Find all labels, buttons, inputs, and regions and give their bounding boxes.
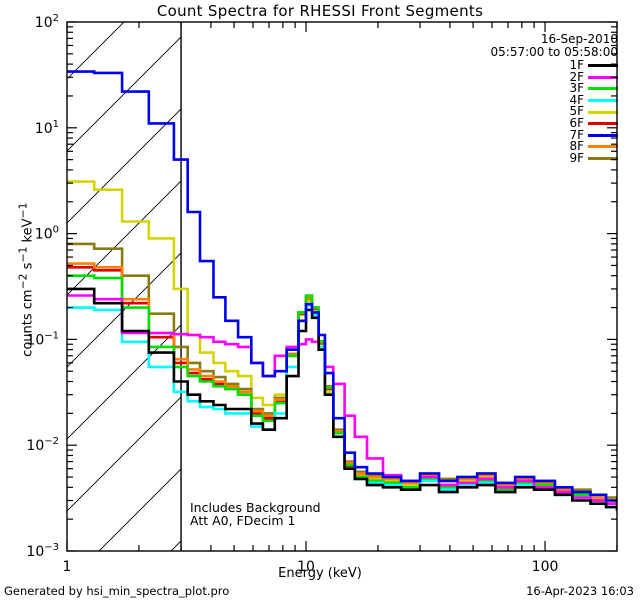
legend-label: 2F xyxy=(569,69,584,84)
series-7f xyxy=(67,70,617,504)
x-tick-label: 1 xyxy=(63,559,72,575)
observation-time-range: 05:57:00 to 05:58:00 xyxy=(490,45,618,59)
plot-frame xyxy=(66,21,618,552)
legend-swatch xyxy=(588,64,618,68)
legend-label: 9F xyxy=(569,150,584,165)
x-tick-label: 100 xyxy=(532,559,559,575)
hatched-region xyxy=(67,22,182,551)
legend-swatch xyxy=(588,99,618,103)
legend-label: 5F xyxy=(569,104,584,119)
y-tick-label: 101 xyxy=(35,119,59,137)
series-3f xyxy=(67,274,617,508)
legend-label: 6F xyxy=(569,115,584,130)
page-title: Count Spectra for RHESSI Front Segments xyxy=(156,2,484,20)
legend-item-3f: 3F xyxy=(556,81,618,96)
annotation-line-2: Att A0, FDecim 1 xyxy=(190,513,296,528)
legend-item-4f: 4F xyxy=(556,92,618,107)
axis-ticks xyxy=(66,21,618,552)
series-9f xyxy=(67,242,617,501)
legend-label: 4F xyxy=(569,92,584,107)
legend-item-8f: 8F xyxy=(556,139,618,154)
footer-timestamp: 16-Apr-2023 16:03 xyxy=(526,584,634,598)
y-tick-label: 10−3 xyxy=(26,542,59,560)
legend-swatch xyxy=(588,133,618,137)
annotation-line-1: Includes Background xyxy=(190,500,321,515)
x-tick-labels: 1 10 100 xyxy=(63,559,559,575)
legend-swatch xyxy=(588,122,618,126)
legend-swatch xyxy=(588,145,618,149)
legend-swatch xyxy=(588,87,618,91)
legend-item-2f: 2F xyxy=(556,69,618,84)
legend-item-1f: 1F xyxy=(556,58,618,72)
x-tick-label: 10 xyxy=(297,559,315,575)
legend-item-9f: 9F xyxy=(556,150,618,165)
legend-label: 7F xyxy=(569,127,584,142)
y-tick-label: 10−1 xyxy=(26,330,59,348)
y-tick-label: 102 xyxy=(35,13,59,31)
legend-item-6f: 6F xyxy=(556,115,618,130)
series-2f xyxy=(67,294,617,508)
x-axis-label: Energy (keV) xyxy=(278,566,362,581)
legend-item-7f: 7F xyxy=(556,127,618,142)
series-group xyxy=(67,70,617,511)
legend-label: 8F xyxy=(569,139,584,154)
series-1f xyxy=(67,287,617,511)
legend-label: 1F xyxy=(569,58,584,72)
legend-item-5f: 5F xyxy=(556,106,618,118)
hatch-lines xyxy=(67,22,182,551)
legend: 1F 2F 3F 4F 5F 6F 7F 8F 9F xyxy=(556,58,618,165)
y-tick-labels: 10−3 10−2 10−1 100 101 102 xyxy=(26,13,59,560)
legend-swatch xyxy=(588,75,618,79)
footer-generator: Generated by hsi_min_spectra_plot.pro xyxy=(4,584,230,598)
legend-label: 3F xyxy=(569,81,584,96)
legend-swatch xyxy=(588,110,618,114)
observation-date: 16-Sep-2010 xyxy=(540,32,618,46)
y-tick-label: 10−2 xyxy=(26,436,59,454)
y-tick-label: 100 xyxy=(35,225,59,243)
legend-swatch xyxy=(588,157,618,161)
